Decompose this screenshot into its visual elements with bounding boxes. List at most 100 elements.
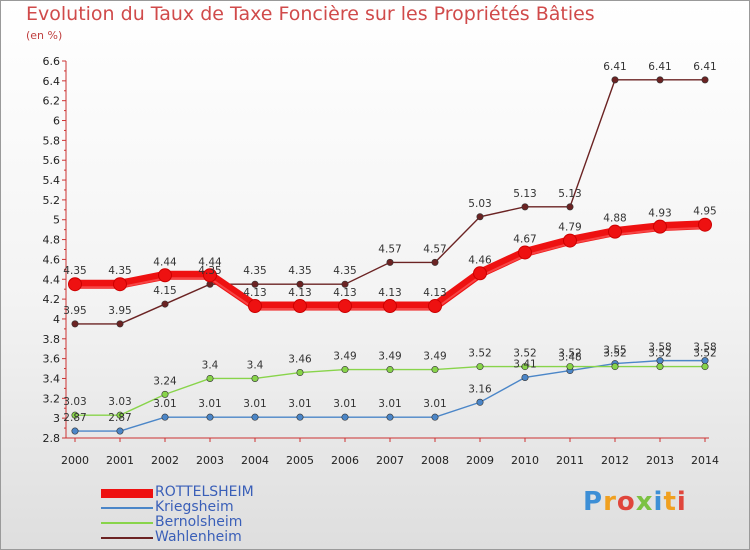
data-label-wahlenheim: 4.57 xyxy=(423,243,446,255)
y-tick-label: 5.8 xyxy=(43,134,61,147)
point-kriegsheim xyxy=(341,413,349,421)
data-label-wahlenheim: 4.35 xyxy=(198,265,221,277)
y-tick-label: 6.2 xyxy=(43,95,61,108)
data-label-kriegsheim: 3.58 xyxy=(648,342,671,354)
data-label-wahlenheim: 4.35 xyxy=(243,265,266,277)
x-tick-label: 2003 xyxy=(196,454,224,467)
data-label-bernolsheim: 3.4 xyxy=(247,359,264,371)
data-label-rottelsheim: 4.13 xyxy=(243,287,266,299)
x-tick-label: 2004 xyxy=(241,454,269,467)
brand-logo: Proxiti xyxy=(583,487,687,517)
point-bernolsheim xyxy=(701,363,709,371)
data-label-rottelsheim: 4.79 xyxy=(558,222,581,234)
data-label-kriegsheim: 3.01 xyxy=(198,398,221,410)
point-rottelsheim xyxy=(68,277,82,292)
x-tick-label: 2002 xyxy=(151,454,179,467)
point-bernolsheim xyxy=(296,369,304,377)
data-label-bernolsheim: 3.03 xyxy=(63,396,86,408)
data-label-rottelsheim: 4.46 xyxy=(468,254,492,266)
data-label-bernolsheim: 3.24 xyxy=(153,375,177,387)
data-label-bernolsheim: 3.52 xyxy=(693,348,716,360)
data-label-rottelsheim: 4.13 xyxy=(288,287,311,299)
axes: 2.8 3 3.2 3.4 3.6 3.8 4 4.2 4.4 4.6 4.8 5 5.2 5.4 5.6 5… xyxy=(43,55,720,467)
data-label-wahlenheim: 3.95 xyxy=(63,305,86,317)
legend-label: Wahlenheim xyxy=(155,529,242,545)
y-tick-label: 5.6 xyxy=(43,154,61,167)
point-bernolsheim xyxy=(206,374,214,382)
point-wahlenheim xyxy=(611,76,619,84)
legend-swatch xyxy=(101,489,153,498)
point-bernolsheim xyxy=(431,366,439,374)
point-bernolsheim xyxy=(521,363,529,371)
point-bernolsheim xyxy=(386,366,394,374)
data-label-rottelsheim: 4.88 xyxy=(603,213,626,225)
legend-swatch xyxy=(101,537,153,539)
y-tick-label: 4.2 xyxy=(43,293,61,306)
data-label-rottelsheim: 4.95 xyxy=(693,206,716,218)
data-label-rottelsheim: 4.35 xyxy=(108,265,131,277)
point-rottelsheim xyxy=(563,233,577,248)
point-rottelsheim xyxy=(338,299,352,314)
data-label-bernolsheim: 3.46 xyxy=(288,354,312,366)
data-label-wahlenheim: 6.41 xyxy=(648,61,671,73)
point-kriegsheim xyxy=(431,413,439,421)
data-label-kriegsheim: 3.58 xyxy=(693,342,716,354)
legend-label: ROTTELSHEIM xyxy=(155,484,254,500)
point-bernolsheim xyxy=(656,363,664,371)
point-rottelsheim xyxy=(608,224,622,239)
y-tick-label: 5 xyxy=(53,214,60,227)
point-rottelsheim xyxy=(698,217,712,232)
legend-swatch xyxy=(101,522,153,524)
x-tick-label: 2011 xyxy=(556,454,584,467)
x-tick-label: 2006 xyxy=(331,454,359,467)
point-wahlenheim xyxy=(521,203,529,211)
data-label-rottelsheim: 4.13 xyxy=(423,287,446,299)
data-label-kriegsheim: 3.16 xyxy=(468,383,492,395)
data-label-bernolsheim: 3.49 xyxy=(333,351,356,363)
data-label-kriegsheim: 2.87 xyxy=(63,412,86,424)
x-tick-label: 2008 xyxy=(421,454,449,467)
legend-swatch xyxy=(101,507,153,509)
legend-label: Bernolsheim xyxy=(155,514,243,530)
point-bernolsheim xyxy=(476,363,484,371)
data-label-rottelsheim: 4.44 xyxy=(198,256,222,268)
y-tick-label: 6 xyxy=(53,115,60,128)
data-label-bernolsheim: 3.52 xyxy=(513,348,536,360)
point-kriegsheim xyxy=(116,427,124,435)
data-label-wahlenheim: 5.13 xyxy=(558,188,581,200)
data-label-kriegsheim: 3.01 xyxy=(378,398,401,410)
point-rottelsheim xyxy=(158,268,172,283)
data-label-bernolsheim: 3.03 xyxy=(108,396,131,408)
series-lines xyxy=(68,76,712,435)
point-wahlenheim xyxy=(296,280,304,288)
point-rottelsheim xyxy=(518,245,532,260)
point-wahlenheim xyxy=(701,76,709,84)
data-label-rottelsheim: 4.93 xyxy=(648,208,671,220)
data-label-kriegsheim: 3.01 xyxy=(333,398,356,410)
point-wahlenheim xyxy=(431,258,439,266)
y-tick-label: 4.4 xyxy=(43,273,61,286)
x-tick-label: 2013 xyxy=(646,454,674,467)
point-rottelsheim xyxy=(293,299,307,314)
data-label-wahlenheim: 5.03 xyxy=(468,198,491,210)
data-label-bernolsheim: 3.52 xyxy=(603,348,626,360)
legend-label: Kriegsheim xyxy=(155,499,234,515)
point-bernolsheim xyxy=(251,374,259,382)
data-label-kriegsheim: 2.87 xyxy=(108,412,131,424)
x-tick-label: 2000 xyxy=(61,454,89,467)
data-label-bernolsheim: 3.4 xyxy=(202,359,219,371)
point-wahlenheim xyxy=(566,203,574,211)
point-kriegsheim xyxy=(476,398,484,406)
data-label-wahlenheim: 4.35 xyxy=(333,265,356,277)
point-rottelsheim xyxy=(383,299,397,314)
point-wahlenheim xyxy=(71,320,79,328)
y-tick-label: 3.4 xyxy=(43,372,61,385)
y-tick-label: 3.6 xyxy=(43,353,61,366)
point-kriegsheim xyxy=(386,413,394,421)
x-tick-label: 2007 xyxy=(376,454,404,467)
x-tick-label: 2010 xyxy=(511,454,539,467)
data-label-kriegsheim: 3.01 xyxy=(153,398,176,410)
point-rottelsheim xyxy=(653,219,667,234)
y-tick-label: 6.6 xyxy=(43,55,61,68)
y-tick-label: 2.8 xyxy=(43,432,61,445)
